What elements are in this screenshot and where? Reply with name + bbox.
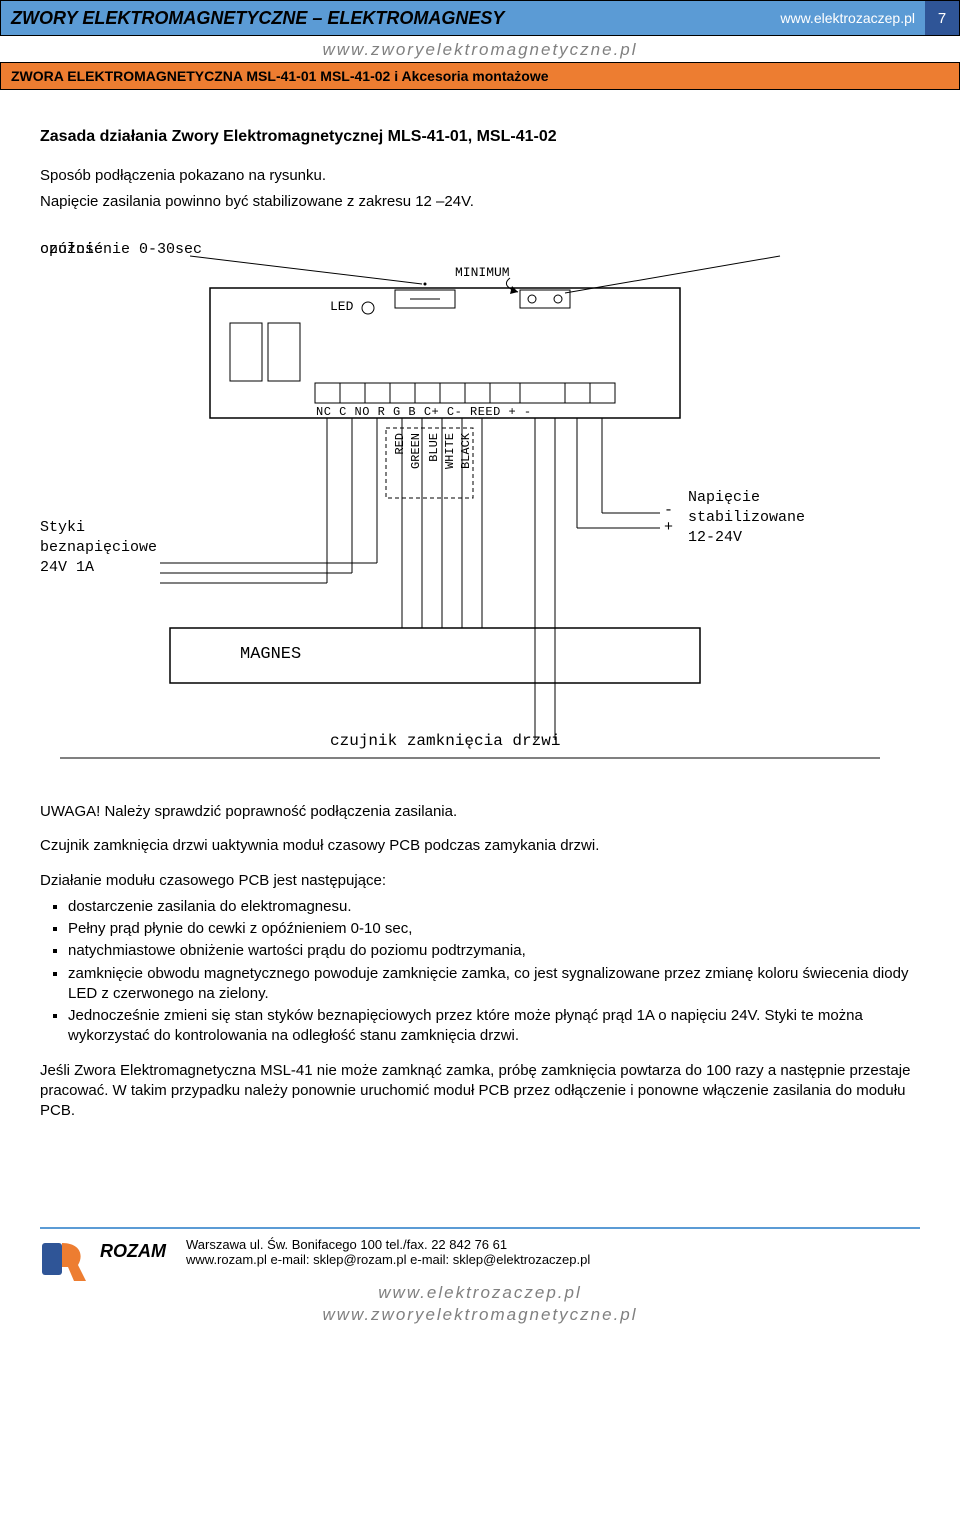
footer: ROZAM Warszawa ul. Św. Bonifacego 100 te…: [0, 1227, 960, 1345]
page-number: 7: [925, 1, 959, 35]
diagram-magnes: MAGNES: [240, 644, 301, 667]
footer-info: Warszawa ul. Św. Bonifacego 100 tel./fax…: [186, 1237, 590, 1267]
paragraph: Sposób podłączenia pokazano na rysunku.: [40, 166, 920, 186]
diagram-label: Styki: [40, 518, 85, 538]
diagram-label: LED: [330, 298, 353, 316]
header-url: www.elektrozaczep.pl: [780, 10, 915, 26]
footer-divider: [40, 1227, 920, 1229]
content: Zasada działania Zwory Elektromagnetyczn…: [0, 90, 960, 1147]
list-item: dostarczenie zasilania do elektromagnesu…: [68, 897, 920, 917]
diagram-label: 24V 1A: [40, 558, 94, 578]
list-item: Jednocześnie zmieni się stan styków bezn…: [68, 1006, 920, 1047]
wire-label: BLACK: [458, 433, 474, 469]
header-bar: ZWORY ELEKTROMAGNETYCZNE – ELEKTROMAGNES…: [0, 0, 960, 36]
footer-url: www.elektrozaczep.pl: [40, 1283, 920, 1303]
diagram-terminals: NC C NO R G B C+ C- REED + -: [316, 404, 532, 420]
wire-label: BLUE: [426, 433, 442, 462]
diagram-label: MINIMUM: [455, 264, 510, 282]
orange-bar: ZWORA ELEKTROMAGNETYCZNA MSL-41-01 MSL-4…: [0, 62, 960, 90]
paragraph: Jeśli Zwora Elektromagnetyczna MSL-41 ni…: [40, 1061, 920, 1122]
paragraph: Napięcie zasilania powinno być stabilizo…: [40, 192, 920, 212]
diagram-label: beznapięciowe: [40, 538, 157, 558]
footer-logo-icon: [40, 1237, 86, 1281]
wiring-diagram: opóźnienie 0-30sec czułość MINIMUM LED N…: [40, 238, 920, 768]
diagram-label: stabilizowane: [688, 508, 805, 528]
section-heading: Zasada działania Zwory Elektromagnetyczn…: [40, 126, 920, 148]
list-item: zamknięcie obwodu magnetycznego powoduje…: [68, 964, 920, 1005]
footer-emails: www.rozam.pl e-mail: sklep@rozam.pl e-ma…: [186, 1252, 590, 1267]
wire-label: WHITE: [442, 433, 458, 469]
wire-label: GREEN: [408, 433, 424, 469]
footer-brand: ROZAM: [100, 1237, 166, 1262]
bullet-list: dostarczenie zasilania do elektromagnesu…: [40, 897, 920, 1047]
diagram-label: Napięcie: [688, 488, 760, 508]
list-item: natychmiastowe obniżenie wartości prądu …: [68, 941, 920, 961]
list-item: Pełny prąd płynie do cewki z opóźnieniem…: [68, 919, 920, 939]
paragraph: Czujnik zamknięcia drzwi uaktywnia moduł…: [40, 836, 920, 856]
diagram-sensor: czujnik zamknięcia drzwi: [330, 731, 560, 753]
diagram-label: 12-24V: [688, 528, 742, 548]
sub-url: www.zworyelektromagnetyczne.pl: [0, 36, 960, 62]
wire-label: RED: [392, 433, 408, 455]
footer-addr: Warszawa ul. Św. Bonifacego 100 tel./fax…: [186, 1237, 590, 1252]
diagram-label: czułość: [40, 240, 103, 260]
header-title: ZWORY ELEKTROMAGNETYCZNE – ELEKTROMAGNES…: [11, 8, 780, 29]
footer-url: www.zworyelektromagnetyczne.pl: [40, 1305, 920, 1325]
diagram-label: +: [664, 518, 673, 538]
paragraph: Działanie modułu czasowego PCB jest nast…: [40, 871, 920, 891]
paragraph: UWAGA! Należy sprawdzić poprawność podłą…: [40, 802, 920, 822]
